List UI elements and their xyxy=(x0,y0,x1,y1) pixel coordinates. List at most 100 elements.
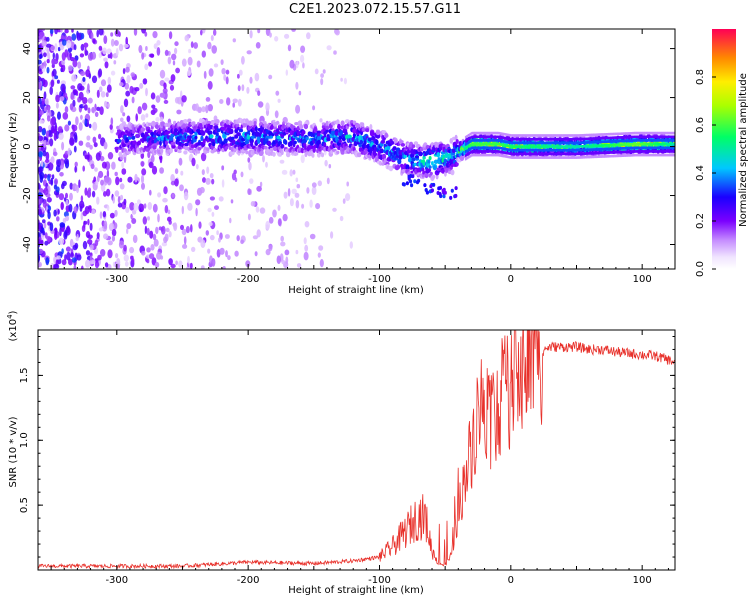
spectrogram-band-cell xyxy=(544,137,547,141)
spectrogram-band-cell xyxy=(640,142,642,146)
spectrogram-noise-point xyxy=(334,29,340,36)
spectrogram-band-cell xyxy=(652,153,655,157)
spectrogram-noise-point xyxy=(44,232,48,239)
spectrogram-band-cell xyxy=(612,132,614,136)
spectrogram-band-cell xyxy=(532,145,534,148)
spectrogram-noise-point xyxy=(43,187,49,196)
spectrogram-band-cell xyxy=(489,135,491,139)
spectrogram-noise-point xyxy=(197,106,203,114)
spectrogram-band-cell xyxy=(571,145,573,148)
spectrogram-band-cell xyxy=(585,141,588,144)
spectrogram-band-cell xyxy=(543,148,546,152)
spectrogram-band-cell xyxy=(590,141,593,144)
spectrogram-band-cell xyxy=(554,152,556,156)
spectrogram-noise-point xyxy=(57,158,61,168)
spectrogram-noise-point xyxy=(296,61,299,69)
spectrogram-band-cell xyxy=(649,139,652,142)
spectrogram-noise-point xyxy=(43,173,48,179)
snr-xtick-label: -100 xyxy=(368,575,391,586)
spectrogram-noise-point xyxy=(45,43,52,48)
spectrogram-band-cell xyxy=(649,142,652,146)
spectrogram-band-cell xyxy=(646,153,648,157)
spectrogram-band-cell xyxy=(526,141,529,145)
spectrogram-band-cell xyxy=(586,137,589,141)
spectrogram-noise-point xyxy=(318,245,324,251)
spectrogram-band-cell xyxy=(588,155,591,159)
spectrogram-band-cell xyxy=(599,155,601,158)
spectrogram-band-cell xyxy=(513,148,515,152)
spectrogram-band-cell xyxy=(473,146,475,150)
spectrogram-noise-point xyxy=(94,239,99,247)
spectrogram-band-cell xyxy=(638,146,640,150)
spectrogram-band-cell xyxy=(486,153,489,157)
spectrogram-band-cell xyxy=(475,135,477,139)
spectrogram-band-cell xyxy=(543,134,546,137)
spectrogram-band-cell xyxy=(619,147,621,150)
spectrogram-noise-point xyxy=(113,60,117,65)
spectrogram-band-cell xyxy=(654,153,656,157)
spectrogram-band-cell xyxy=(589,141,592,144)
spectrogram-noise-point xyxy=(223,74,227,81)
spectrogram-noise-point xyxy=(274,110,279,119)
spectrogram-band-cell xyxy=(586,141,589,144)
spectrogram-band-cell xyxy=(498,135,500,139)
spectrogram-band-cell xyxy=(565,134,568,137)
spectrogram-band-cell xyxy=(502,147,505,150)
spectrogram-ridge-point xyxy=(424,172,429,177)
spectrogram-noise-point xyxy=(94,167,98,172)
spectrogram-band-cell xyxy=(663,150,665,153)
spectrogram-xtick-label: 100 xyxy=(633,274,652,285)
spectrogram-band-cell xyxy=(548,152,551,156)
spectrogram-band-cell xyxy=(583,141,585,144)
spectrogram-band-cell xyxy=(531,148,533,152)
colorbar-tick-label: 0.4 xyxy=(695,165,706,181)
spectrogram-band-cell xyxy=(527,152,530,156)
spectrogram-band-cell xyxy=(543,156,546,159)
spectrogram-band-cell xyxy=(481,146,484,150)
spectrogram-ridge-point xyxy=(194,135,198,140)
spectrogram-ridge-point xyxy=(291,137,295,144)
spectrogram-noise-point xyxy=(121,168,127,175)
spectrogram-band-cell xyxy=(511,156,513,159)
spectrogram-band-cell xyxy=(548,156,551,159)
spectrogram-band-cell xyxy=(630,150,633,153)
spectrogram-band-cell xyxy=(589,137,592,140)
spectrogram-band-cell xyxy=(621,143,623,146)
spectrogram-band-cell xyxy=(516,156,518,159)
spectrogram-band-cell xyxy=(525,134,528,137)
spectrogram-band-cell xyxy=(497,150,499,153)
spectrogram-band-cell xyxy=(491,135,493,139)
spectrogram-noise-point xyxy=(38,224,42,231)
spectrogram-band-cell xyxy=(480,139,482,142)
spectrogram-xtick-label: -300 xyxy=(105,274,128,285)
spectrogram-band-cell xyxy=(566,148,569,152)
spectrogram-ridge-point xyxy=(311,153,315,158)
colorbar-tick-label: 0.6 xyxy=(695,117,706,133)
spectrogram-noise-point xyxy=(47,209,50,214)
spectrogram-band-cell xyxy=(480,142,482,146)
spectrogram-noise-point xyxy=(146,258,150,264)
spectrogram-band-cell xyxy=(478,150,480,153)
spectrogram-band-cell xyxy=(555,141,557,145)
spectrogram-noise-point xyxy=(180,90,183,99)
spectrogram-band-cell xyxy=(496,139,498,142)
spectrogram-band-cell xyxy=(579,137,581,141)
spectrogram-ridge-point xyxy=(429,171,433,176)
spectrogram-band-cell xyxy=(566,141,569,145)
spectrogram-band-cell xyxy=(582,152,584,155)
spectrogram-noise-point xyxy=(208,221,213,227)
spectrogram-noise-point xyxy=(96,232,100,240)
spectrogram-band-cell xyxy=(661,142,663,146)
spectrogram-noise-point xyxy=(106,84,112,93)
spectrogram-band-cell xyxy=(667,142,669,146)
spectrogram-band-cell xyxy=(671,153,674,157)
spectrogram-noise-point xyxy=(87,97,93,104)
spectrogram-band-cell xyxy=(661,150,663,153)
spectrogram-band-cell xyxy=(526,145,529,148)
spectrogram-noise-point xyxy=(199,186,205,194)
spectrogram-band-cell xyxy=(513,141,515,145)
spectrogram-noise-point xyxy=(105,188,111,197)
spectrogram-band-cell xyxy=(643,142,645,146)
spectrogram-band-cell xyxy=(666,131,668,135)
spectrogram-ytick-label: -20 xyxy=(22,187,33,203)
